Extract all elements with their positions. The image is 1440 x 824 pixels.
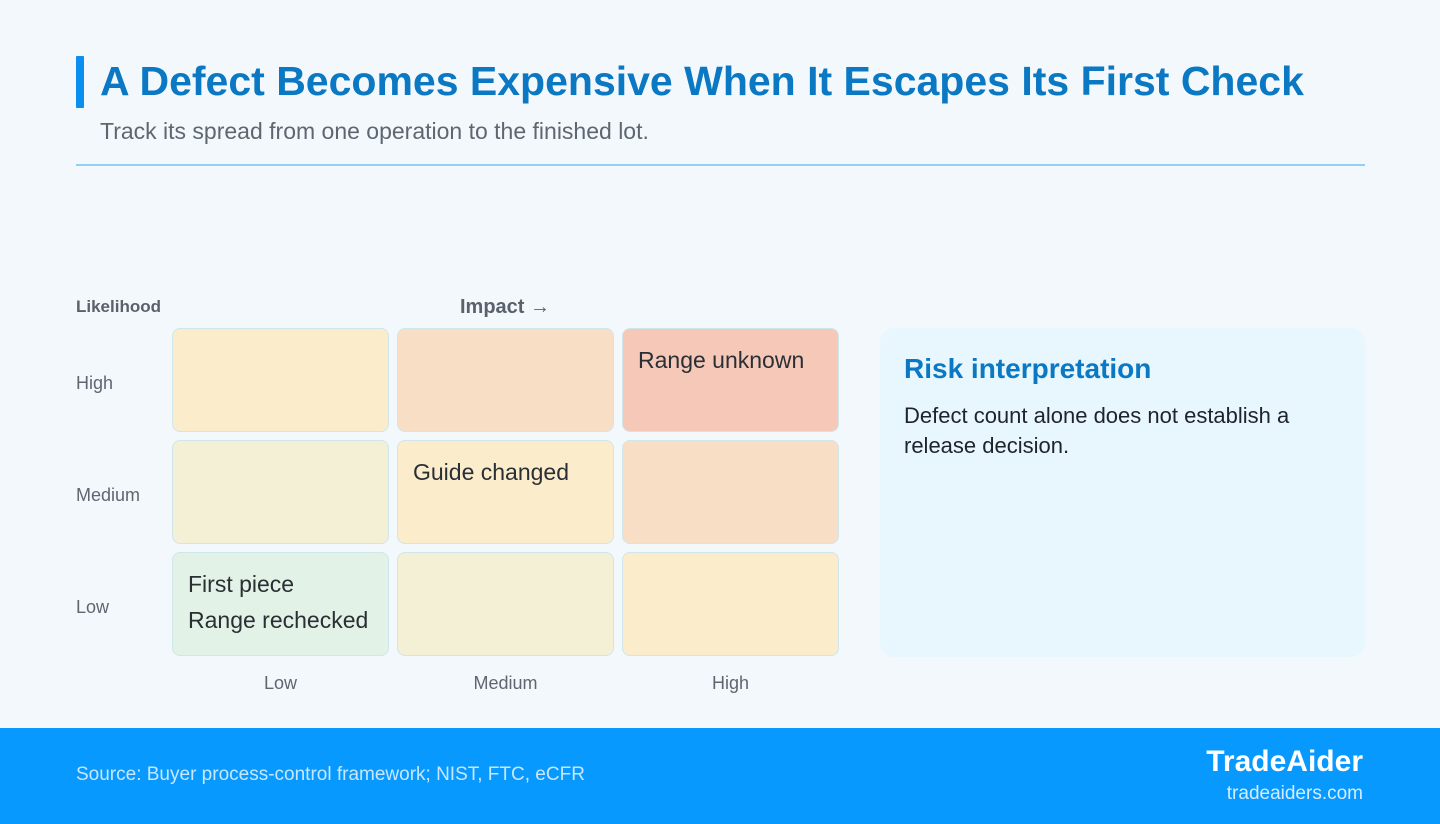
- panel-title: Risk interpretation: [904, 353, 1152, 384]
- risk-item: First piece: [188, 571, 295, 597]
- source-note: Source: Buyer process-control framework;…: [76, 764, 585, 785]
- risk-item: Range rechecked: [188, 607, 369, 633]
- risk-item: Range unknown: [638, 347, 805, 373]
- impact-axis-title: Impact →: [460, 296, 551, 318]
- brand-logo-text: TradeAider: [1206, 745, 1363, 778]
- column-label-medium: Medium: [473, 673, 538, 693]
- footer-bar: [0, 728, 1440, 824]
- row-label-high: High: [76, 373, 114, 393]
- matrix-cell-medium-likelihood-medium-impact: Guide changed: [397, 440, 614, 544]
- row-label-low: Low: [76, 597, 110, 617]
- column-label-low: Low: [263, 673, 298, 693]
- matrix-cell-high-likelihood-medium-impact: [397, 328, 614, 432]
- column-label-high: High: [711, 673, 750, 693]
- title-accent-bar: [76, 56, 84, 108]
- header-divider: [76, 164, 1365, 166]
- matrix-cell-low-likelihood-low-impact: First piece Range rechecked: [172, 552, 389, 656]
- page-title: A Defect Becomes Expensive When It Escap…: [100, 58, 1304, 104]
- matrix-cell-low-likelihood-medium-impact: [397, 552, 614, 656]
- page-subtitle: Track its spread from one operation to t…: [100, 118, 649, 144]
- risk-item: Guide changed: [413, 459, 570, 485]
- matrix-cell-high-likelihood-low-impact: [172, 328, 389, 432]
- panel-body: Defect count alone does not establish a …: [904, 403, 1290, 458]
- row-label-medium: Medium: [76, 485, 141, 505]
- matrix-cell-low-likelihood-high-impact: [622, 552, 839, 656]
- brand-url: tradeaiders.com: [1226, 783, 1363, 804]
- matrix-cell-high-likelihood-high-impact: Range unknown: [622, 328, 839, 432]
- risk-interpretation-panel: Risk interpretation Defect count alone d…: [880, 328, 1365, 657]
- likelihood-axis-title: Likelihood: [76, 297, 161, 316]
- matrix-cell-medium-likelihood-high-impact: [622, 440, 839, 544]
- matrix-cell-medium-likelihood-low-impact: [172, 440, 389, 544]
